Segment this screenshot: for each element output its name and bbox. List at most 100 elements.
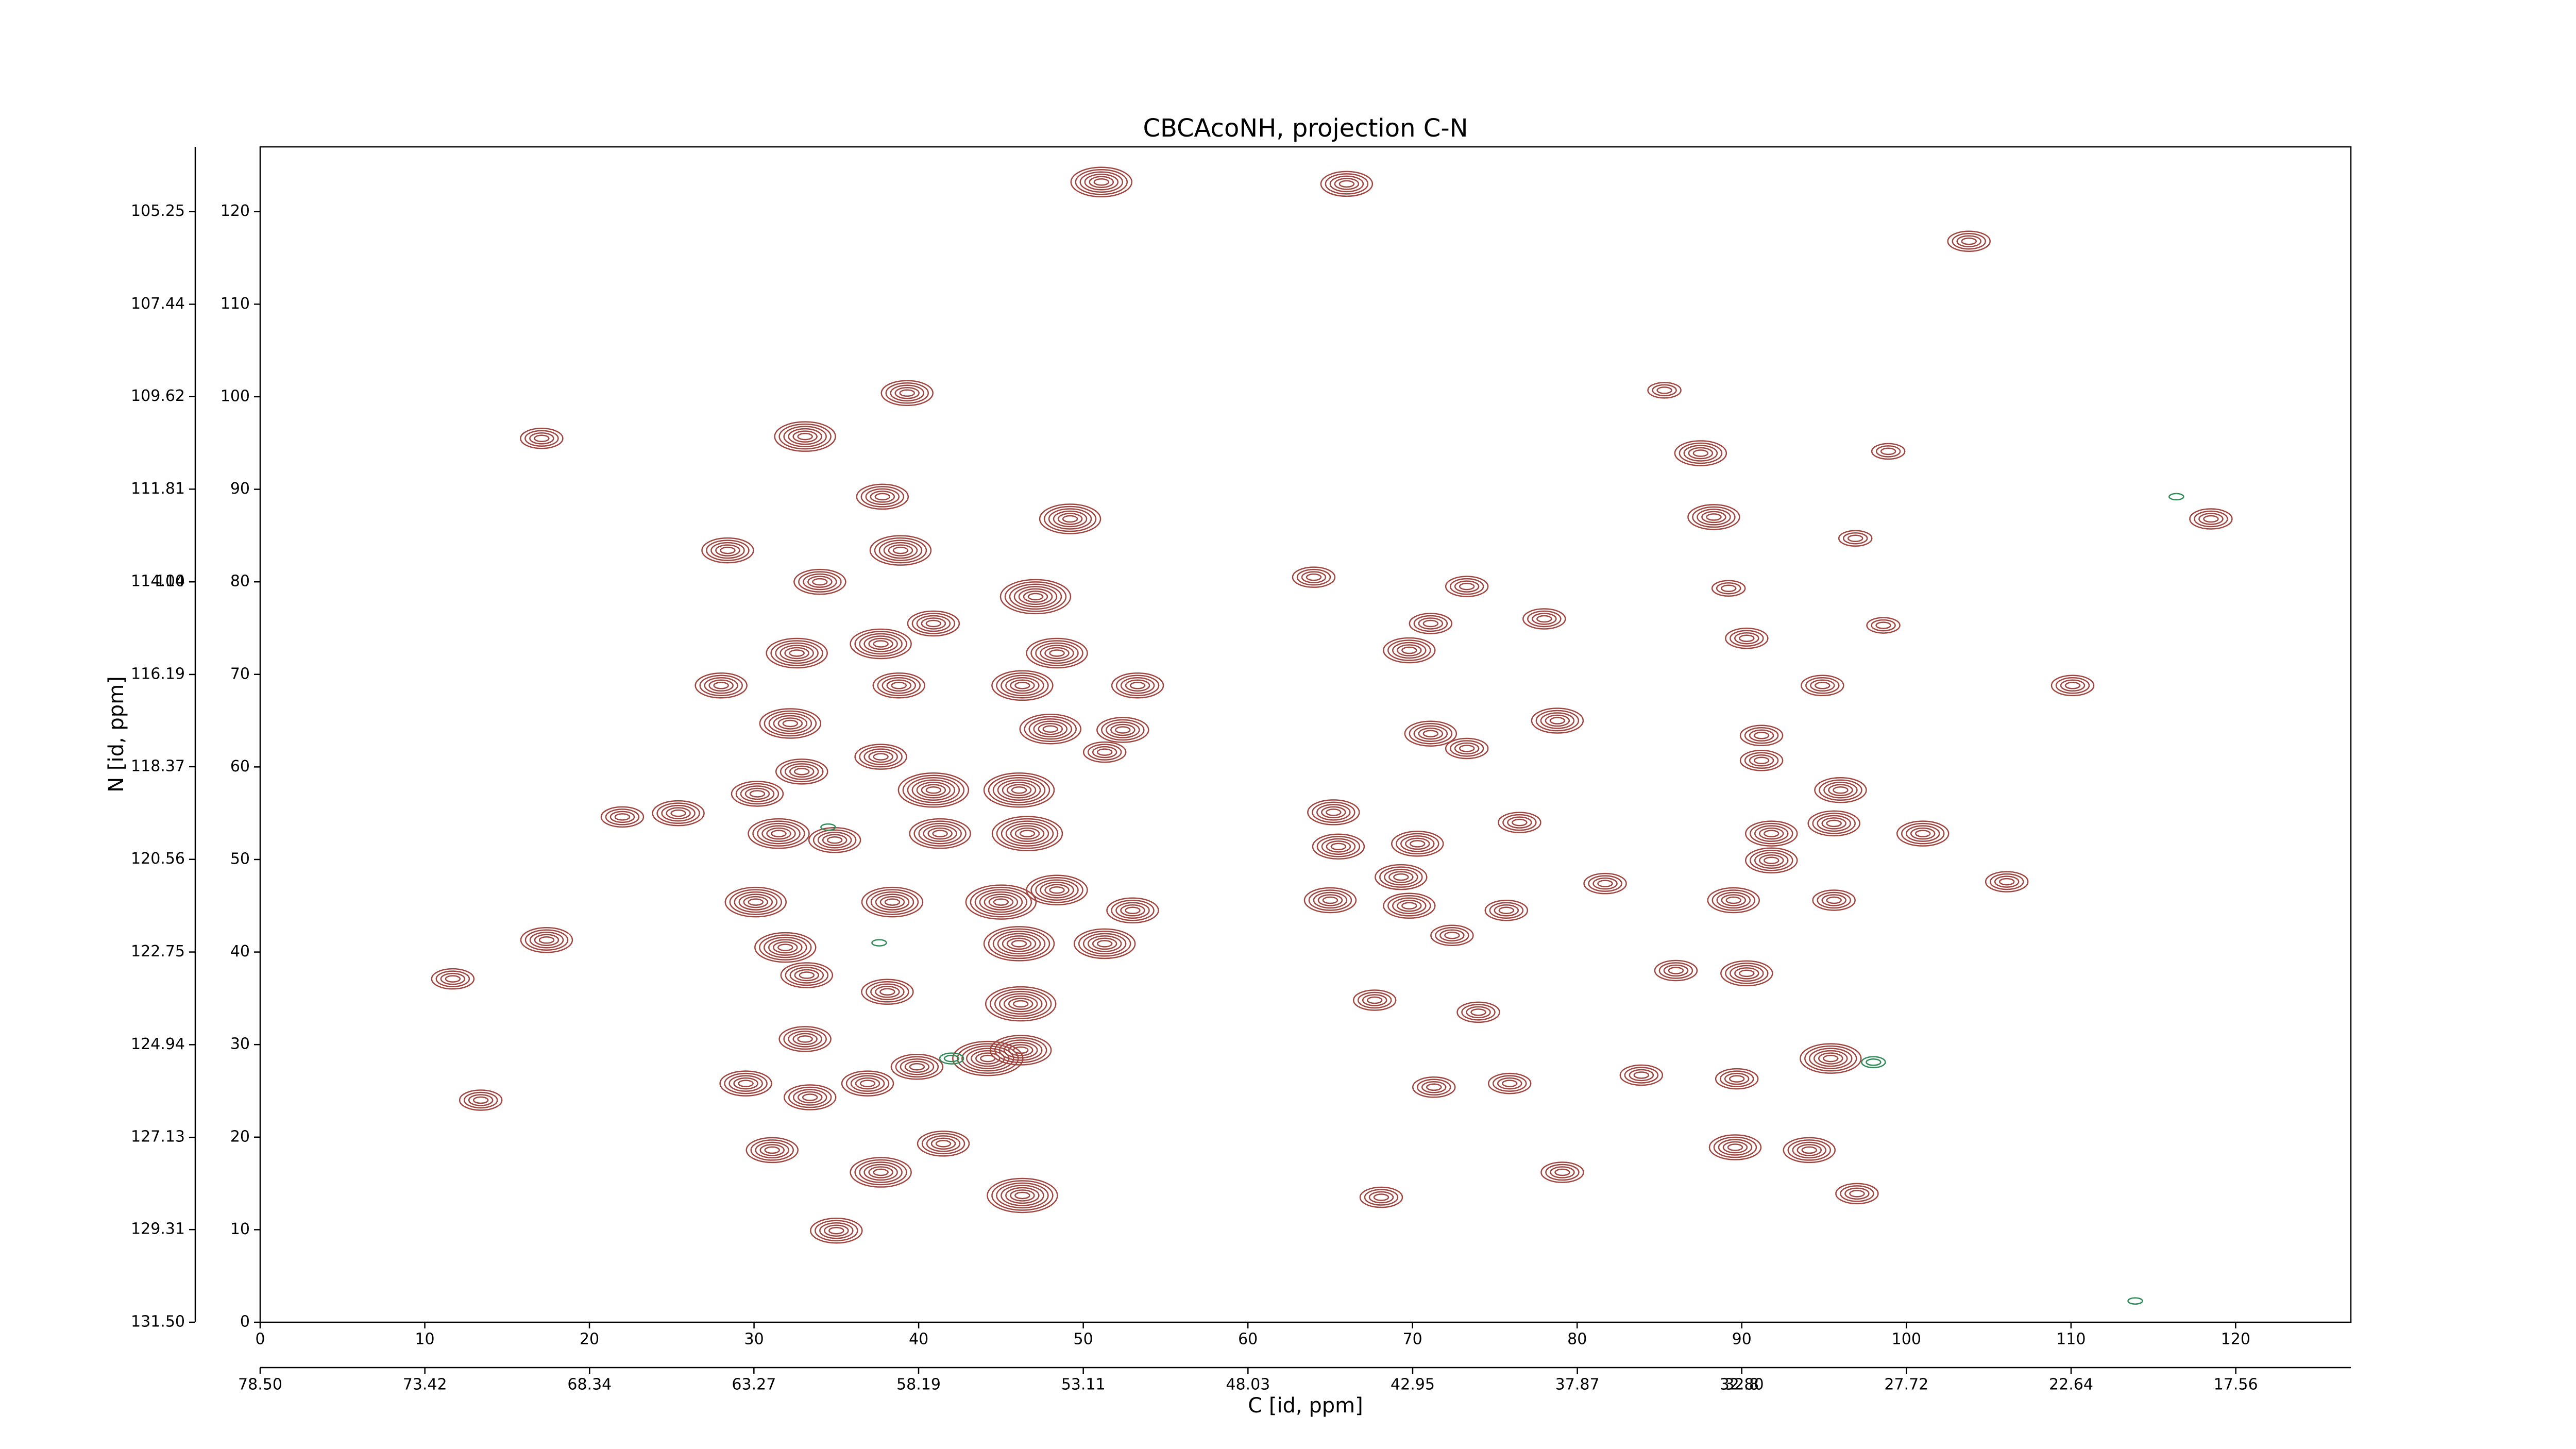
contour-level <box>989 1035 1052 1066</box>
contour-level <box>1711 889 1756 911</box>
contour-level <box>724 1072 768 1094</box>
contour-level <box>1026 874 1088 905</box>
contour-level <box>771 830 787 837</box>
contour-level <box>1087 935 1122 952</box>
contour-level <box>916 615 951 632</box>
contour-level <box>985 986 1057 1022</box>
contour-level <box>468 1094 494 1106</box>
contour-level <box>1387 639 1431 661</box>
contour-level <box>1849 1190 1865 1198</box>
contour-level <box>1711 580 1746 597</box>
contour-level <box>1326 840 1351 853</box>
contour-level <box>738 1080 754 1087</box>
contour-level <box>1801 675 1844 697</box>
contour-level <box>1445 576 1489 597</box>
contour-level <box>1106 897 1159 924</box>
contour-level <box>797 432 813 441</box>
contour-level <box>1044 647 1070 660</box>
contour-level <box>706 540 750 561</box>
contour-level <box>1629 1069 1654 1082</box>
contour-level <box>1042 725 1058 733</box>
contour-level <box>789 967 824 984</box>
contour-level <box>923 825 957 842</box>
contour-level <box>1306 573 1322 581</box>
contour-level <box>1531 707 1584 734</box>
contour-level <box>775 642 819 664</box>
x-tick-label: 100 <box>1892 1330 1921 1349</box>
contour-level <box>1334 178 1360 190</box>
contour-level <box>1362 994 1387 1006</box>
contour-level <box>2127 1297 2143 1305</box>
contour-level <box>1633 1071 1650 1079</box>
contour-level <box>754 932 817 963</box>
contour-level <box>1307 799 1360 825</box>
contour-level <box>860 486 905 508</box>
contour-level <box>1375 864 1428 890</box>
contour-level <box>1030 877 1083 903</box>
x-tick-label: 80 <box>1567 1330 1587 1349</box>
contour-level <box>997 779 1041 801</box>
contour-level <box>878 540 923 561</box>
contour-level <box>894 387 920 399</box>
contour-level <box>873 753 889 761</box>
contour-level <box>854 631 907 657</box>
contour-level <box>1875 445 1901 458</box>
y-tick-label: 90 <box>230 480 250 498</box>
contour-level <box>605 808 640 825</box>
contour-level <box>788 1086 832 1108</box>
contour-level <box>1073 928 1136 959</box>
contour-level <box>775 759 828 785</box>
contour-level <box>1540 712 1575 729</box>
contour-level <box>1023 591 1048 603</box>
y2-tick-label: 109.62 <box>131 387 185 405</box>
contour-level <box>1658 962 1693 979</box>
contour-level <box>1039 503 1101 534</box>
contour-level <box>817 832 852 849</box>
contour-level <box>874 493 891 501</box>
contour-level <box>745 1137 799 1164</box>
contour-level <box>1725 896 1742 904</box>
contour-level <box>996 1182 1049 1209</box>
contour-level <box>1722 1141 1748 1154</box>
contour-level <box>911 779 956 801</box>
contour-level <box>708 679 734 692</box>
contour-level <box>1383 892 1436 919</box>
x2-tick-label: 68.34 <box>567 1376 612 1394</box>
contour-level <box>1745 847 1798 874</box>
contour-level <box>1487 1072 1532 1094</box>
contour-level <box>911 613 956 634</box>
contour-level <box>1800 1043 1862 1074</box>
contour-level <box>868 1166 893 1178</box>
contour-level <box>802 1093 818 1101</box>
contour-level <box>1759 854 1784 867</box>
contour-level <box>1554 1168 1570 1176</box>
contour-level <box>1817 815 1851 832</box>
contour-level <box>1812 813 1856 834</box>
contour-level <box>797 1091 823 1104</box>
y-tick-label: 30 <box>230 1035 250 1053</box>
contour-level <box>1725 627 1769 649</box>
contour-level <box>1497 1077 1522 1090</box>
contour-level <box>435 970 470 987</box>
contour-level <box>877 675 921 697</box>
contour-level <box>899 389 915 397</box>
contour-level <box>1716 891 1751 909</box>
contour-level <box>1322 896 1338 904</box>
contour-level <box>1956 235 1981 247</box>
contour-level <box>1048 508 1092 530</box>
contour-level <box>1459 745 1475 752</box>
contour-level <box>998 1039 1043 1061</box>
contour-level <box>892 546 909 554</box>
contour-level <box>861 886 924 918</box>
contour-level <box>1111 672 1164 699</box>
contour-level <box>1125 906 1141 915</box>
x2-tick-label: 58.19 <box>896 1376 941 1394</box>
contour-level <box>1692 506 1736 528</box>
contour-level <box>1316 804 1351 821</box>
contour-level <box>1805 677 1840 694</box>
contour-level <box>1844 1187 1870 1200</box>
contour-level <box>740 785 775 802</box>
contour-level <box>1905 825 1940 842</box>
contour-level <box>789 649 805 657</box>
contour-level <box>1019 713 1081 745</box>
